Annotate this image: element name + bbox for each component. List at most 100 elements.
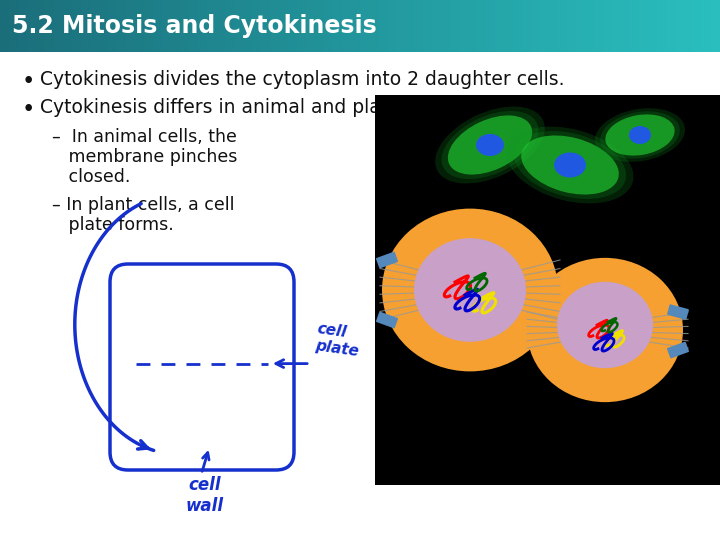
Ellipse shape (435, 106, 545, 184)
Bar (153, 0, 163, 52)
Bar (288, 0, 298, 52)
Bar (126, 0, 136, 52)
Text: cell
plate: cell plate (314, 321, 362, 360)
Bar (486, 0, 496, 52)
Bar (360, 0, 370, 52)
Bar (225, 0, 235, 52)
Bar (567, 0, 577, 52)
Bar (342, 0, 352, 52)
Bar (306, 0, 316, 52)
Bar (558, 0, 568, 52)
Bar (513, 0, 523, 52)
Ellipse shape (382, 208, 558, 372)
Bar (711, 0, 720, 52)
Text: cell
wall: cell wall (185, 476, 223, 515)
Bar (252, 0, 262, 52)
Ellipse shape (554, 152, 586, 178)
Bar (396, 0, 406, 52)
Bar (36, 0, 46, 52)
Bar (333, 0, 343, 52)
Bar (450, 0, 460, 52)
Bar (72, 0, 82, 52)
Bar (594, 0, 604, 52)
Ellipse shape (600, 111, 680, 159)
Bar (657, 0, 667, 52)
Bar (135, 0, 145, 52)
Bar (90, 0, 100, 52)
Bar (549, 0, 559, 52)
Bar (468, 0, 478, 52)
Bar (540, 0, 550, 52)
Bar (423, 0, 433, 52)
Bar (261, 0, 271, 52)
Bar (531, 0, 541, 52)
Bar (234, 0, 244, 52)
Text: plate forms.: plate forms. (52, 216, 174, 234)
Bar (405, 0, 415, 52)
FancyBboxPatch shape (667, 305, 689, 320)
Bar (603, 0, 613, 52)
Bar (648, 0, 658, 52)
Text: •: • (22, 70, 35, 93)
Bar (54, 0, 64, 52)
Bar (45, 0, 55, 52)
Bar (612, 0, 622, 52)
Bar (702, 0, 712, 52)
Bar (18, 0, 28, 52)
Bar (144, 0, 154, 52)
Bar (414, 0, 424, 52)
Bar (495, 0, 505, 52)
Bar (99, 0, 109, 52)
Ellipse shape (514, 131, 626, 199)
Ellipse shape (414, 238, 526, 342)
Bar (9, 0, 19, 52)
Bar (27, 0, 37, 52)
Bar (207, 0, 217, 52)
Ellipse shape (507, 126, 634, 204)
Bar (189, 0, 199, 52)
Text: membrane pinches: membrane pinches (52, 148, 238, 166)
Bar (585, 0, 595, 52)
Ellipse shape (595, 108, 685, 162)
Bar (477, 0, 487, 52)
Bar (630, 0, 640, 52)
Bar (180, 0, 190, 52)
Bar (369, 0, 379, 52)
Bar (684, 0, 694, 52)
Bar (63, 0, 73, 52)
Text: •: • (22, 98, 35, 121)
Bar (459, 0, 469, 52)
Bar (639, 0, 649, 52)
Bar (279, 0, 289, 52)
Bar (171, 0, 181, 52)
Bar (81, 0, 91, 52)
Bar (621, 0, 631, 52)
FancyBboxPatch shape (376, 252, 398, 268)
Bar (375, 95, 720, 485)
Text: closed.: closed. (52, 168, 130, 186)
Text: – In plant cells, a cell: – In plant cells, a cell (52, 196, 235, 214)
Text: Cytokinesis differs in animal and plant cells.: Cytokinesis differs in animal and plant … (40, 98, 454, 117)
Bar (693, 0, 703, 52)
Text: Cytokinesis divides the cytoplasm into 2 daughter cells.: Cytokinesis divides the cytoplasm into 2… (40, 70, 564, 89)
Text: –  In animal cells, the: – In animal cells, the (52, 128, 237, 146)
Bar (576, 0, 586, 52)
Bar (432, 0, 442, 52)
Ellipse shape (476, 134, 504, 156)
Bar (198, 0, 208, 52)
Bar (117, 0, 127, 52)
Text: 5.2 Mitosis and Cytokinesis: 5.2 Mitosis and Cytokinesis (12, 14, 377, 38)
Ellipse shape (448, 116, 532, 174)
Bar (522, 0, 532, 52)
Bar (243, 0, 253, 52)
Bar (270, 0, 280, 52)
Bar (216, 0, 226, 52)
Bar (441, 0, 451, 52)
Bar (504, 0, 514, 52)
Bar (351, 0, 361, 52)
Ellipse shape (521, 136, 618, 194)
Bar (108, 0, 118, 52)
Bar (675, 0, 685, 52)
Ellipse shape (527, 258, 683, 402)
Bar (297, 0, 307, 52)
